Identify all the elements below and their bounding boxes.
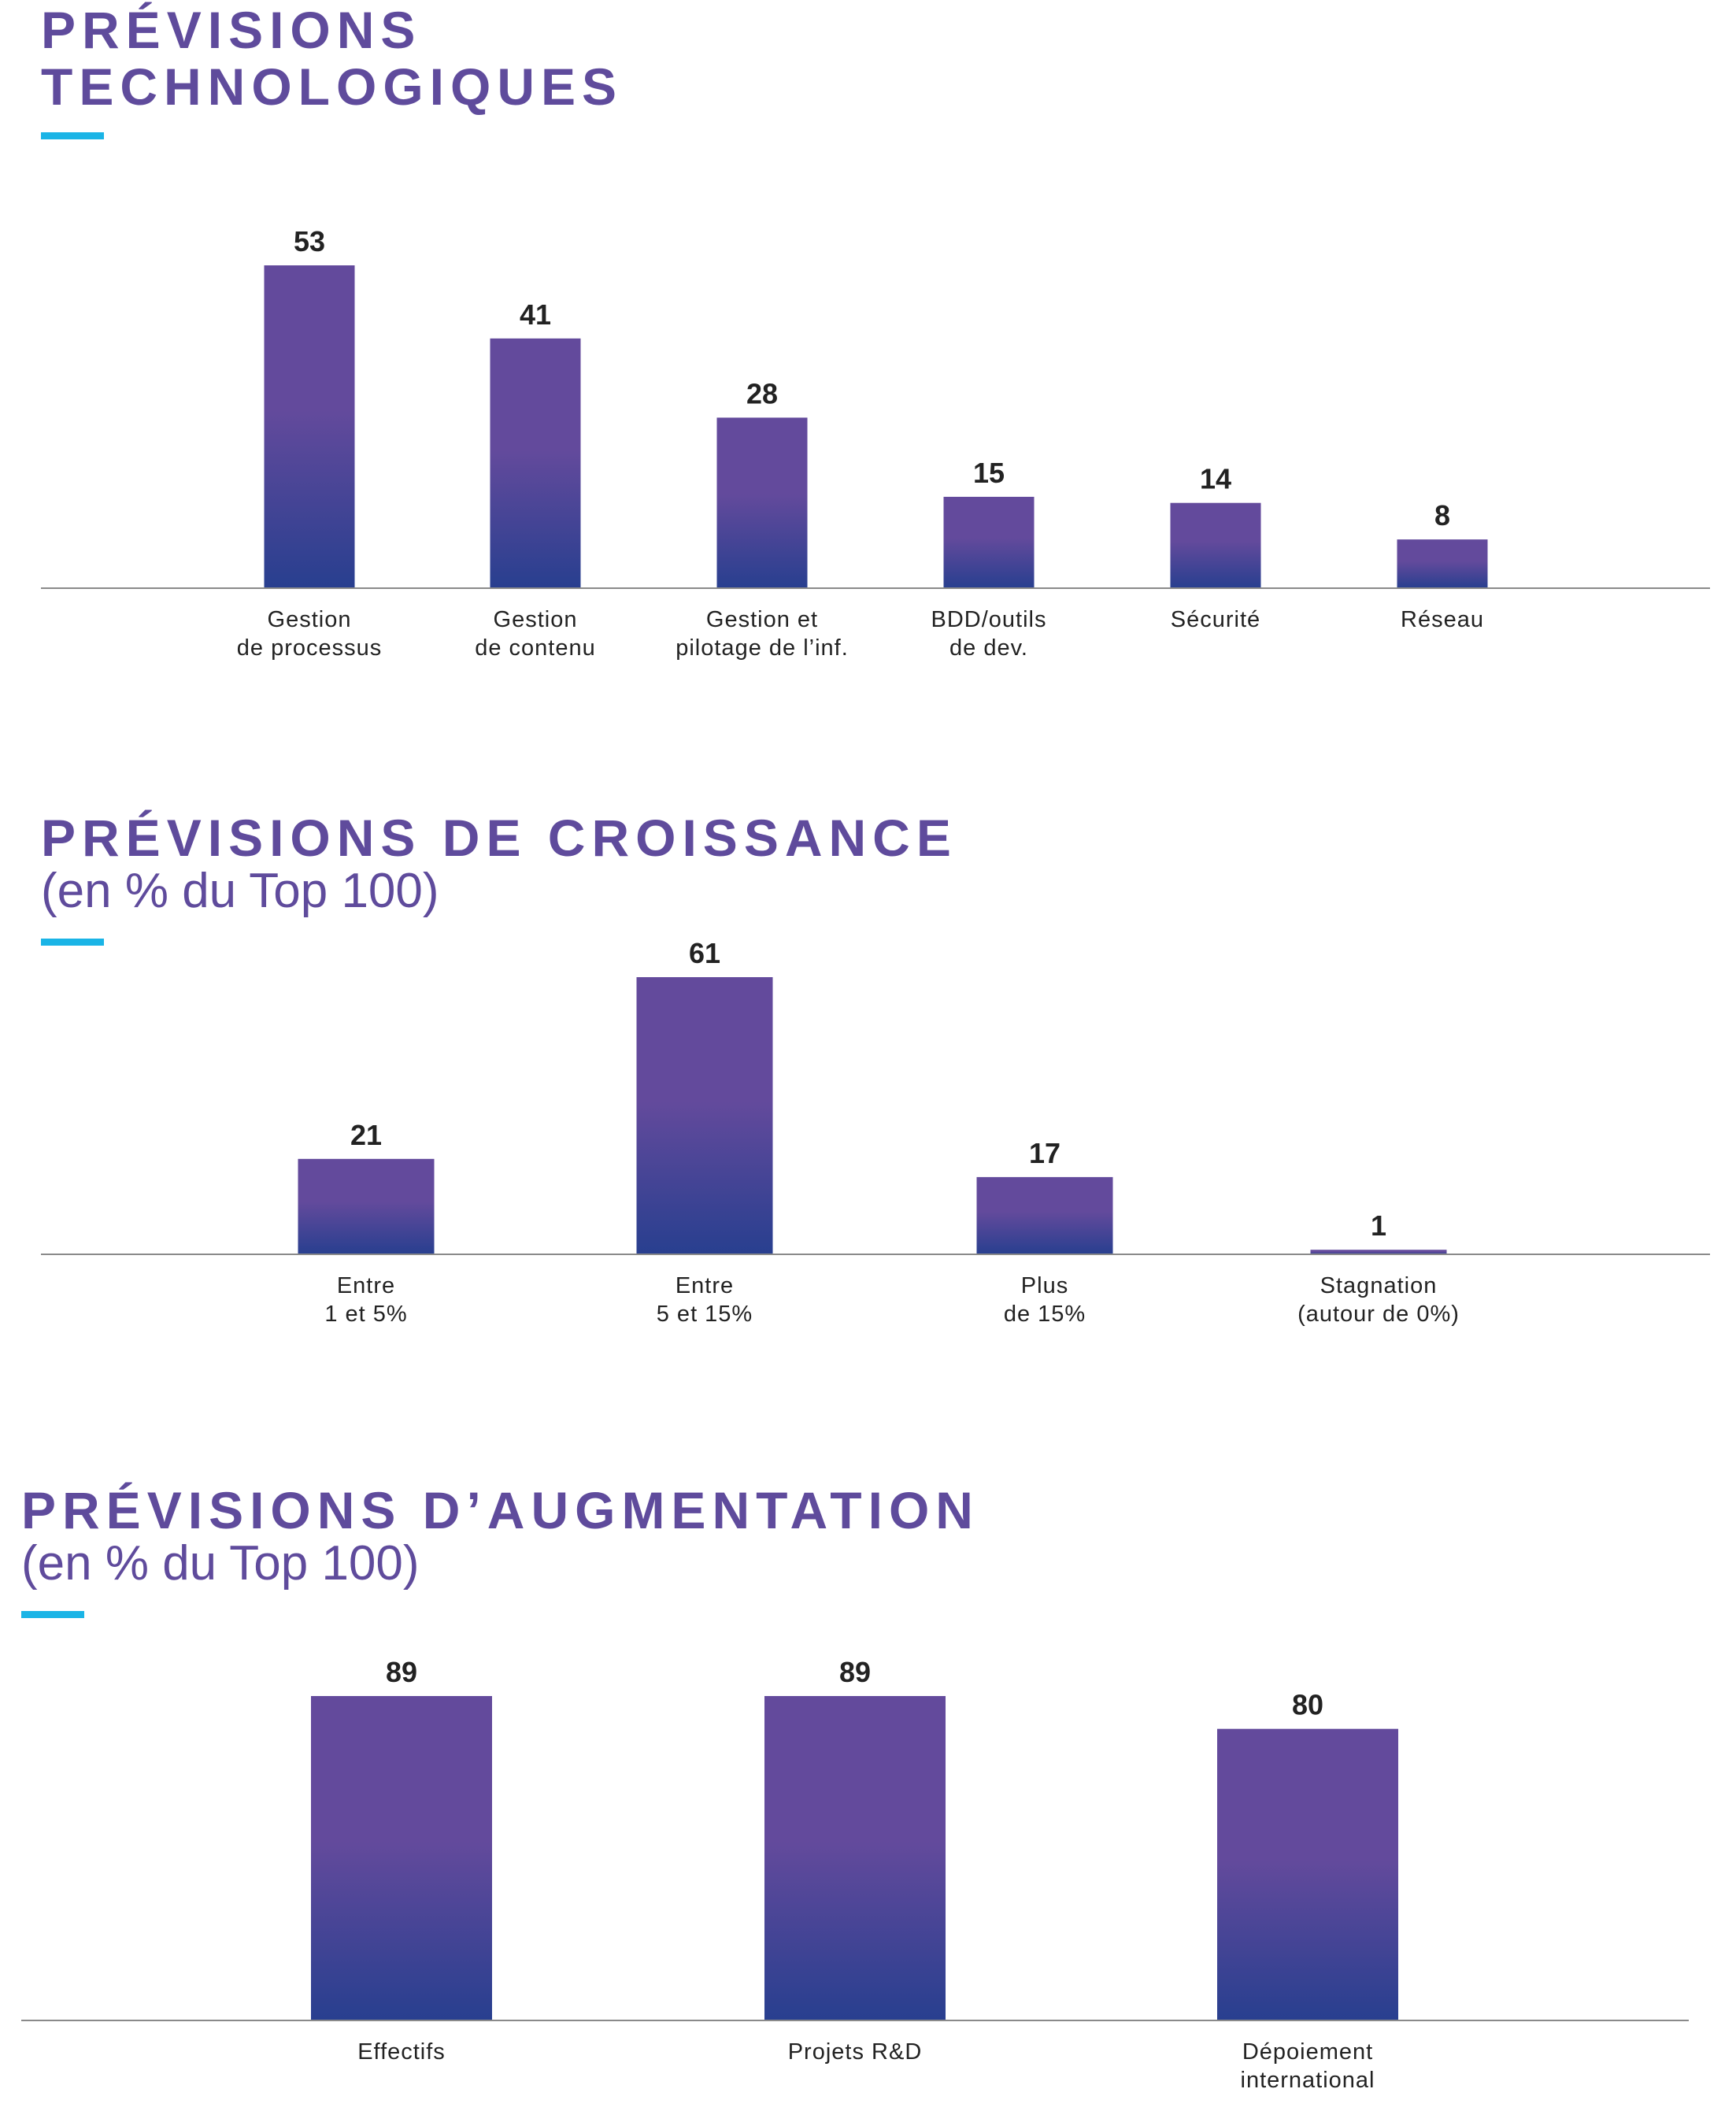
chart-1-category-label-1: Gestion de processus (237, 607, 383, 661)
chart-1-category-label-3: Gestion et pilotage de l’inf. (676, 607, 849, 661)
chart-2-category-label-2: Entre 5 et 15% (657, 1273, 753, 1327)
chart-1-bar-6 (1397, 539, 1488, 588)
chart-2-title: PRÉVISIONS DE CROISSANCE (41, 809, 957, 866)
chart-3-category-label-2: Projets R&D (788, 2039, 923, 2065)
chart-1-title-line-2: TECHNOLOGIQUES (41, 57, 624, 116)
chart-1-category-label-6: Réseau (1401, 607, 1484, 632)
chart-3-title-line-1: PRÉVISIONS D’AUGMENTATION (21, 1481, 979, 1539)
chart-3-value-label-2: 89 (839, 1656, 871, 1688)
chart-1-bar-2 (490, 338, 581, 588)
chart-2-bar-4 (1310, 1250, 1447, 1254)
chart-2-value-label-4: 1 (1371, 1209, 1386, 1242)
chart-3-value-label-3: 80 (1292, 1689, 1323, 1721)
chart-3-bar-3 (1217, 1728, 1398, 2020)
chart-1-plot: 53 Gestion de processus 41 Gestion de contenu… (41, 225, 1710, 661)
chart-1-value-label-4: 15 (973, 457, 1005, 489)
chart-1-bar-4 (943, 496, 1035, 588)
chart-1-value-label-6: 8 (1434, 499, 1450, 531)
chart-1-bar-1 (264, 265, 355, 588)
chart-3-value-label-1: 89 (386, 1656, 417, 1688)
chart-3-accent-underline (21, 1611, 84, 1618)
chart-1-title: PRÉVISIONS TECHNOLOGIQUES (41, 2, 623, 115)
chart-1-value-label-1: 53 (294, 225, 325, 257)
chart-1-category-label-2: Gestion de contenu (475, 607, 596, 661)
chart-3-category-label-1: Effectifs (357, 2039, 446, 2065)
chart-3-subtitle: (en % du Top 100) (21, 1536, 420, 1591)
chart-2-category-label-4: Stagnation (autour de 0%) (1297, 1273, 1460, 1327)
chart-3-bar-1 (311, 1696, 492, 2020)
chart-2-value-label-3: 17 (1029, 1137, 1060, 1169)
chart-2-bar-2 (636, 977, 773, 1254)
chart-2-subtitle: (en % du Top 100) (41, 864, 439, 918)
chart-2-bar-3 (976, 1176, 1113, 1254)
chart-1-bar-3 (716, 417, 808, 588)
chart-1-value-label-5: 14 (1200, 463, 1231, 495)
chart-3-category-label-3: Dépoiement international (1241, 2039, 1375, 2093)
chart-1-category-label-4: BDD/outils de dev. (931, 607, 1047, 661)
chart-2-bar-1 (298, 1158, 435, 1254)
chart-1-bar-5 (1170, 502, 1261, 588)
chart-1-accent-underline (41, 132, 104, 139)
chart-2-plot: 21 Entre 1 et 5% 61 Entre 5 et 15% 17 Plus de 15… (41, 937, 1710, 1327)
chart-2-category-label-3: Plus de 15% (1004, 1273, 1086, 1327)
chart-2-accent-underline (41, 939, 104, 946)
chart-2-category-label-1: Entre 1 et 5% (324, 1273, 407, 1327)
chart-2-title-line-1: PRÉVISIONS DE CROISSANCE (41, 809, 957, 867)
chart-2-value-label-2: 61 (689, 937, 720, 969)
chart-2-value-label-1: 21 (350, 1119, 382, 1151)
chart-3-bar-2 (764, 1696, 946, 2020)
chart-1-category-label-5: Sécurité (1171, 607, 1260, 632)
chart-3-title: PRÉVISIONS D’AUGMENTATION (21, 1482, 979, 1539)
chart-1-title-line-1: PRÉVISIONS (41, 1, 422, 59)
chart-1-value-label-2: 41 (520, 298, 551, 331)
chart-1-value-label-3: 28 (746, 377, 778, 409)
